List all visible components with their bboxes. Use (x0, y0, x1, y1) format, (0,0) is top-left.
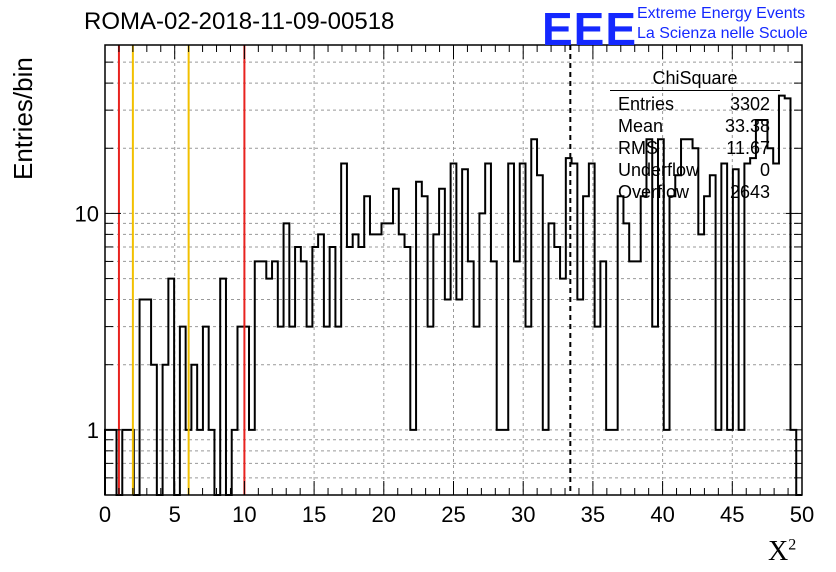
x-tick-label: 0 (99, 502, 111, 527)
eee-logo: EEE (542, 3, 638, 55)
stats-row-rms: RMS 11.67 (610, 137, 780, 159)
logo-line-2: La Scienza nelle Scuole (637, 25, 808, 42)
stats-value: 2643 (729, 182, 770, 202)
y-tick-label: 10 (75, 201, 99, 226)
x-tick-label: 5 (169, 502, 181, 527)
y-tick-label: 1 (87, 418, 99, 443)
stats-value: 0 (759, 160, 770, 180)
stats-row-mean: Mean 33.38 (610, 115, 780, 137)
x-axis-label: X2 (768, 536, 796, 568)
x-tick-label: 20 (372, 502, 396, 527)
eee-logo-text: Extreme Energy Events La Scienza nelle S… (637, 4, 808, 44)
stats-box: ChiSquare Entries 3302 Mean 33.38 RMS 11… (610, 68, 780, 203)
stats-title: ChiSquare (610, 68, 780, 91)
logo-line-1: Extreme Energy Events (637, 5, 806, 22)
x-axis-label-base: X (768, 536, 789, 567)
stats-value: 33.38 (724, 116, 770, 136)
stats-label: Overflow (618, 182, 690, 202)
x-tick-label: 15 (302, 502, 326, 527)
x-tick-label: 35 (581, 502, 605, 527)
x-tick-label: 25 (441, 502, 465, 527)
y-axis-label: Entries/bin (8, 57, 38, 180)
x-tick-label: 10 (232, 502, 256, 527)
stats-value: 11.67 (726, 138, 770, 158)
x-tick-label: 40 (650, 502, 674, 527)
stats-value: 3302 (729, 94, 770, 114)
stats-row-underflow: Underflow 0 (610, 159, 780, 181)
x-tick-label: 45 (720, 502, 744, 527)
stats-label: Mean (618, 116, 664, 136)
x-axis-label-superscript: 2 (788, 536, 797, 554)
chart-title: ROMA-02-2018-11-09-00518 (84, 8, 395, 35)
stats-label: Underflow (618, 160, 700, 180)
x-tick-label: 50 (790, 502, 814, 527)
histogram-steps (104, 94, 802, 496)
stats-row-entries: Entries 3302 (610, 93, 780, 115)
stats-label: RMS (618, 138, 658, 158)
stats-label: Entries (618, 94, 675, 114)
x-tick-label: 30 (511, 502, 535, 527)
stats-row-overflow: Overflow 2643 (610, 181, 780, 203)
